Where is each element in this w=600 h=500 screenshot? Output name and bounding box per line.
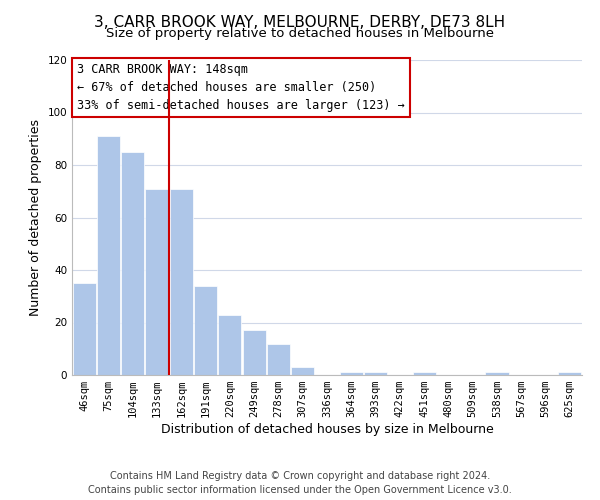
Bar [267, 344, 290, 375]
Text: Contains HM Land Registry data © Crown copyright and database right 2024.
Contai: Contains HM Land Registry data © Crown c… [88, 471, 512, 495]
Bar [97, 136, 120, 375]
Bar [291, 367, 314, 375]
Bar [364, 372, 387, 375]
Bar [413, 372, 436, 375]
Bar [340, 372, 363, 375]
Bar [218, 314, 241, 375]
Bar [170, 188, 193, 375]
Text: 3 CARR BROOK WAY: 148sqm
← 67% of detached houses are smaller (250)
33% of semi-: 3 CARR BROOK WAY: 148sqm ← 67% of detach… [77, 63, 405, 112]
X-axis label: Distribution of detached houses by size in Melbourne: Distribution of detached houses by size … [161, 423, 493, 436]
Bar [485, 372, 509, 375]
Bar [121, 152, 144, 375]
Bar [145, 188, 169, 375]
Text: 3, CARR BROOK WAY, MELBOURNE, DERBY, DE73 8LH: 3, CARR BROOK WAY, MELBOURNE, DERBY, DE7… [94, 15, 506, 30]
Bar [559, 372, 581, 375]
Bar [73, 283, 95, 375]
Y-axis label: Number of detached properties: Number of detached properties [29, 119, 42, 316]
Bar [194, 286, 217, 375]
Text: Size of property relative to detached houses in Melbourne: Size of property relative to detached ho… [106, 28, 494, 40]
Bar [242, 330, 266, 375]
